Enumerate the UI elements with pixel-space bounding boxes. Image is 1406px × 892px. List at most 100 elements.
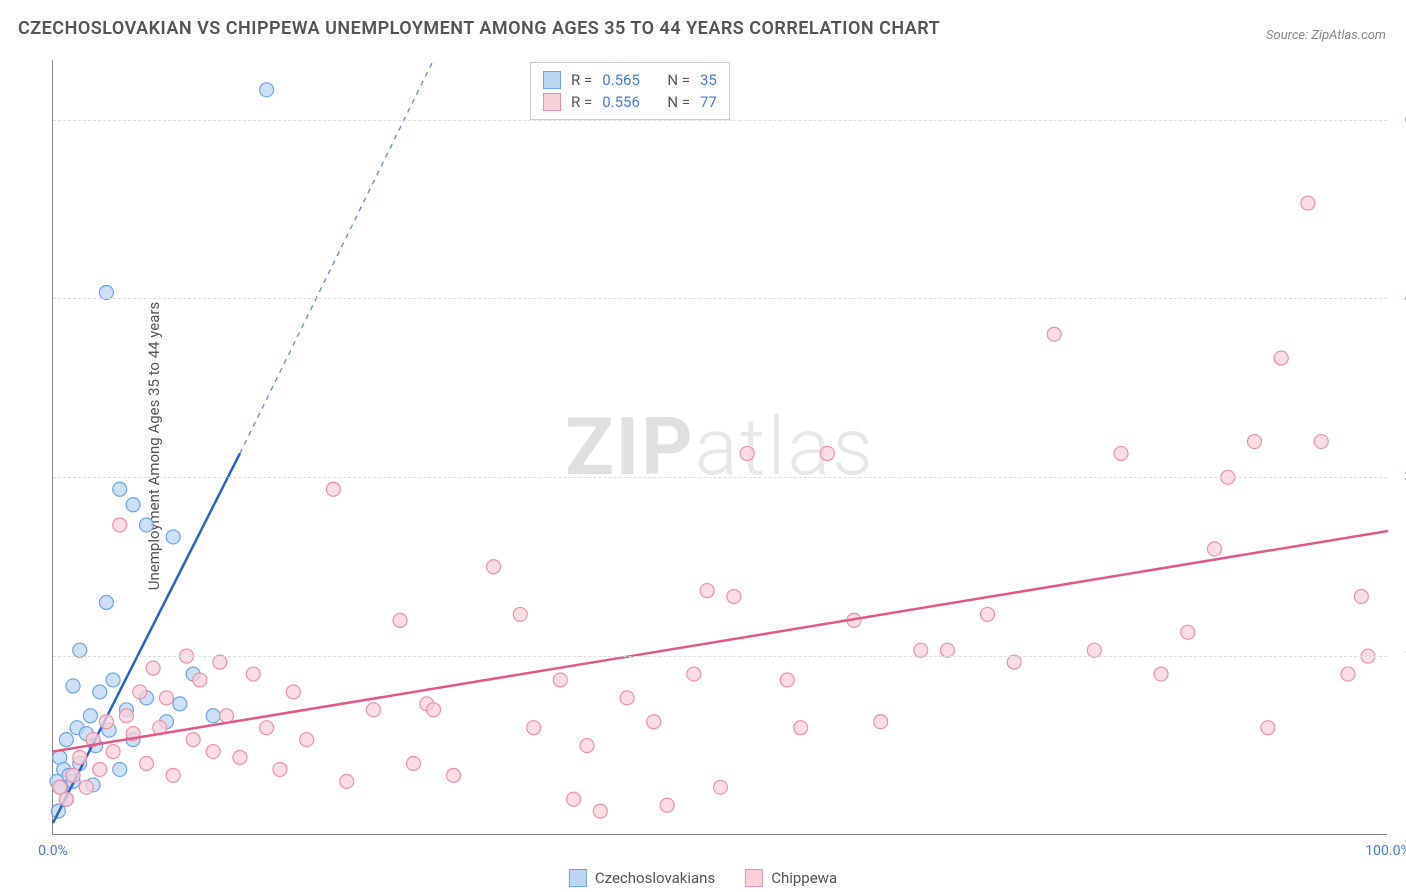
scatter-point [273,762,287,776]
legend-item: Czechoslovakians [569,869,715,887]
scatter-point [93,762,107,776]
y-tick-label: 45.0% [1392,290,1406,306]
scatter-point [93,685,107,699]
scatter-point [66,679,80,693]
gridline [53,656,1387,657]
scatter-point [1341,667,1355,681]
scatter-point [173,697,187,711]
scatter-point [113,518,127,532]
chart-title: CZECHOSLOVAKIAN VS CHIPPEWA UNEMPLOYMENT… [18,18,940,39]
scatter-point [233,751,247,765]
scatter-point [553,673,567,687]
y-tick-label: 30.0% [1392,469,1406,485]
gridline [53,298,1387,299]
scatter-point [580,739,594,753]
scatter-point [220,709,234,723]
chart-svg [53,60,1387,834]
scatter-point [914,643,928,657]
scatter-point [593,804,607,818]
scatter-point [780,673,794,687]
scatter-point [1154,667,1168,681]
scatter-point [126,498,140,512]
scatter-point [73,643,87,657]
scatter-point [740,446,754,460]
scatter-point [59,792,73,806]
scatter-point [99,596,113,610]
scatter-point [206,745,220,759]
stats-row: R = 0.556 N = 77 [543,91,717,113]
scatter-point [83,709,97,723]
plot-area: ZIPatlas 15.0%30.0%45.0%60.0%0.0%100.0% [52,60,1387,835]
stat-value-n: 77 [700,93,717,111]
regression-line [53,531,1388,752]
scatter-point [159,691,173,705]
scatter-point [366,703,380,717]
stat-label: N = [667,71,690,89]
scatter-point [246,667,260,681]
scatter-point [981,607,995,621]
stat-label: N = [667,93,690,111]
scatter-point [133,685,147,699]
scatter-point [1314,435,1328,449]
scatter-point [687,667,701,681]
scatter-point [119,709,133,723]
scatter-point [59,733,73,747]
scatter-point [1274,351,1288,365]
scatter-point [1114,446,1128,460]
scatter-point [940,643,954,657]
scatter-point [106,745,120,759]
scatter-point [300,733,314,747]
stat-label: R = [571,71,592,89]
scatter-point [1248,435,1262,449]
y-tick-label: 60.0% [1392,112,1406,128]
legend-label: Czechoslovakians [595,869,715,887]
scatter-point [146,661,160,675]
scatter-point [660,798,674,812]
legend-swatch [569,869,587,887]
scatter-point [406,756,420,770]
scatter-point [326,482,340,496]
legend-label: Chippewa [771,869,837,887]
scatter-point [73,751,87,765]
x-tick-label: 0.0% [38,843,68,859]
stats-row: R =0.565 N =35 [543,69,717,91]
scatter-point [1181,625,1195,639]
scatter-point [874,715,888,729]
scatter-point [513,607,527,621]
scatter-point [99,286,113,300]
scatter-point [106,673,120,687]
scatter-point [393,613,407,627]
scatter-point [99,715,113,729]
scatter-point [139,518,153,532]
scatter-point [1087,643,1101,657]
y-tick-label: 15.0% [1392,648,1406,664]
scatter-point [166,530,180,544]
scatter-point [820,446,834,460]
scatter-point [794,721,808,735]
x-tick-label: 100.0% [1365,843,1406,859]
scatter-point [186,733,200,747]
scatter-point [727,590,741,604]
scatter-point [206,709,220,723]
scatter-point [700,584,714,598]
scatter-point [286,685,300,699]
stat-value-r: 0.556 [602,93,640,111]
gridline [53,477,1387,478]
scatter-point [1354,590,1368,604]
stat-label: R = [571,93,592,111]
scatter-point [527,721,541,735]
legend-item: Chippewa [745,869,837,887]
scatter-point [139,756,153,770]
scatter-point [1301,196,1315,210]
scatter-point [487,560,501,574]
scatter-point [1261,721,1275,735]
bottom-legend: Czechoslovakians Chippewa [569,869,837,887]
scatter-point [79,780,93,794]
stats-legend: R =0.565 N =35R =0.556 N =77 [530,62,730,120]
scatter-point [1007,655,1021,669]
scatter-point [714,780,728,794]
stat-value-n: 35 [700,71,717,89]
scatter-point [260,83,274,97]
scatter-point [447,768,461,782]
legend-swatch [543,71,561,89]
